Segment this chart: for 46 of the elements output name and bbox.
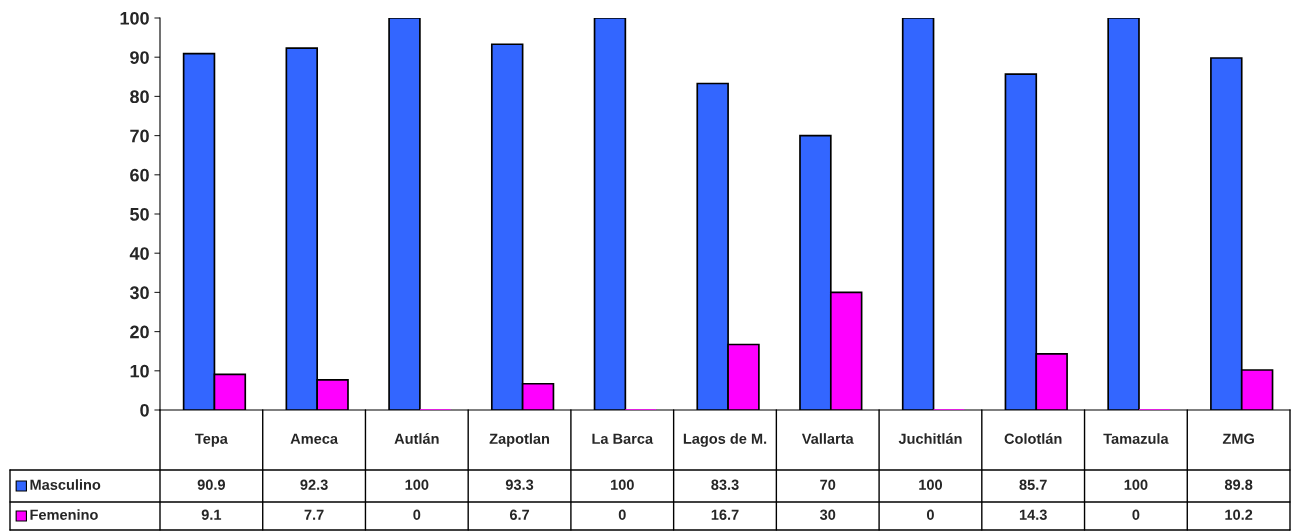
data-label: 100: [405, 479, 429, 490]
x-tick-label: ZMG: [1222, 433, 1254, 444]
y-tick-label: 90: [130, 51, 149, 64]
data-label: 70: [820, 479, 836, 490]
data-label: 6.7: [509, 509, 530, 520]
y-tick-label: 100: [120, 11, 149, 25]
legend-label: Femenino: [30, 509, 98, 520]
data-label: 9.1: [201, 509, 222, 520]
data-label: 100: [611, 479, 634, 490]
data-label: 92.3: [300, 479, 328, 490]
data-label: 0: [413, 509, 421, 520]
data-label: 0: [926, 509, 934, 520]
x-tick-label: Juchitlán: [898, 433, 962, 444]
x-tick-label: Colotlán: [1004, 433, 1062, 444]
x-tick-label: Tepa: [195, 433, 228, 447]
x-tick-label: Lagos de M.: [683, 433, 767, 447]
data-label: 7.7: [304, 509, 324, 520]
data-label: 89.8: [1224, 479, 1253, 490]
data-label: 0: [1132, 509, 1140, 520]
y-tick-label: 80: [130, 90, 149, 104]
x-tick-label: Ameca: [290, 433, 339, 444]
data-label: 30: [819, 509, 836, 520]
y-tick-label: 30: [129, 286, 149, 300]
data-label: 100: [1124, 479, 1148, 490]
legend-label: Masculino: [30, 479, 101, 490]
y-tick-label: 50: [130, 207, 149, 221]
y-tick-label: 60: [130, 168, 149, 182]
x-tick-label: Zapotlan: [489, 433, 550, 447]
data-label: 90.9: [197, 479, 226, 490]
data-label: 0: [618, 509, 626, 520]
data-label: 14.3: [1019, 509, 1047, 520]
x-tick-label: La Barca: [592, 433, 654, 444]
y-tick-label: 10: [130, 364, 149, 378]
y-tick-label: 40: [129, 247, 149, 260]
y-tick-label: 0: [140, 403, 149, 417]
x-tick-label: Autlán: [394, 433, 439, 444]
x-tick-label: Vallarta: [801, 433, 854, 444]
y-tick-label: 70: [130, 129, 149, 143]
data-label: 83.3: [711, 479, 739, 490]
data-label: 93.3: [505, 479, 534, 490]
data-label: 100: [919, 479, 943, 490]
y-tick-label: 20: [130, 325, 149, 339]
data-label: 10.2: [1225, 509, 1253, 520]
x-tick-label: Tamazula: [1103, 433, 1169, 444]
data-label: 85.7: [1019, 479, 1047, 490]
data-label: 16.7: [711, 509, 739, 520]
